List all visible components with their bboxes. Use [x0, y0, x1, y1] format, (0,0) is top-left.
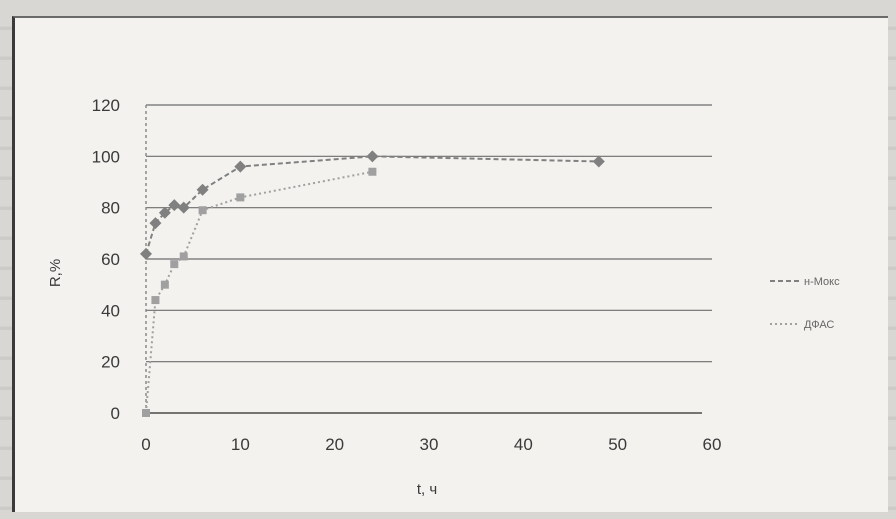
chart-frame — [12, 16, 888, 512]
x-tick-10: 10 — [231, 435, 250, 454]
point-series-1-0 — [140, 247, 152, 260]
legend: н-Мокс ДФАС — [770, 276, 840, 331]
x-tick-60: 60 — [703, 435, 722, 454]
y-tick-40: 40 — [101, 301, 120, 320]
point-series-2-6 — [236, 193, 245, 202]
point-series-1-5 — [196, 183, 209, 196]
series-markers — [140, 150, 605, 417]
point-series-2-4 — [179, 252, 188, 261]
legend-label-1: н-Мокс — [804, 276, 840, 288]
x-tick-50: 50 — [608, 435, 627, 454]
point-series-1-1 — [149, 217, 162, 230]
grid-lines — [145, 104, 712, 414]
point-series-1-8 — [592, 155, 605, 168]
x-tick-labels: 0 10 20 30 40 50 60 — [141, 435, 721, 454]
point-series-1-2 — [158, 206, 171, 219]
legend-label-2: ДФАС — [804, 319, 834, 331]
x-tick-40: 40 — [514, 435, 533, 454]
y-tick-labels: 0 20 40 60 80 100 120 — [92, 96, 120, 423]
point-series-2-1 — [151, 296, 160, 305]
x-tick-20: 20 — [325, 435, 344, 454]
point-series-2-2 — [160, 280, 169, 289]
y-tick-0: 0 — [111, 404, 120, 423]
point-series-1-6 — [234, 160, 247, 173]
y-tick-20: 20 — [101, 353, 120, 372]
point-series-2-0 — [142, 409, 150, 417]
y-tick-120: 120 — [92, 96, 120, 115]
point-series-1-4 — [177, 201, 190, 214]
y-tick-80: 80 — [101, 199, 120, 218]
point-series-1-3 — [168, 199, 181, 212]
point-series-2-3 — [170, 260, 179, 269]
y-tick-60: 60 — [101, 250, 120, 269]
series-lines — [145, 155, 599, 414]
y-axis-label: R,% — [47, 259, 64, 287]
point-series-1-7 — [366, 150, 379, 163]
x-axis-label: t, ч — [417, 481, 437, 498]
x-tick-0: 0 — [141, 435, 150, 454]
y-tick-100: 100 — [92, 147, 120, 166]
point-series-2-5 — [198, 206, 207, 215]
x-tick-30: 30 — [420, 435, 439, 454]
point-series-2-7 — [368, 167, 377, 176]
